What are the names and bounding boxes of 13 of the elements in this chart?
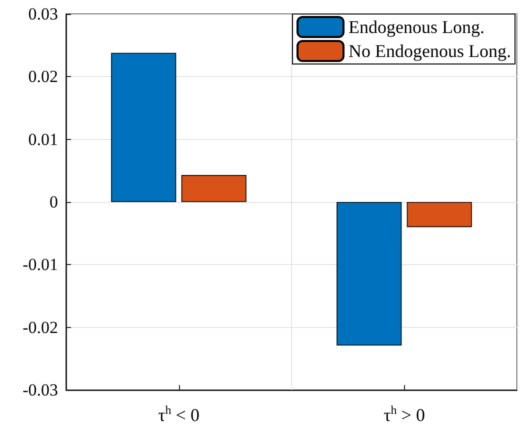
- legend-label: Endogenous Long.: [348, 17, 484, 37]
- y-tick-label: -0.01: [22, 255, 58, 274]
- bar: [336, 202, 402, 346]
- y-tick-label: 0.01: [28, 130, 58, 149]
- y-tick-label: 0.02: [28, 67, 58, 86]
- bar: [111, 52, 176, 202]
- y-tick-label: -0.02: [22, 318, 58, 337]
- bar: [181, 175, 246, 202]
- legend-label: No Endogenous Long.: [348, 41, 511, 61]
- y-tick-label: 0.03: [28, 4, 58, 24]
- y-tick-label: -0.03: [22, 380, 58, 400]
- bar: [406, 202, 472, 228]
- y-tick-label: 0: [50, 192, 58, 212]
